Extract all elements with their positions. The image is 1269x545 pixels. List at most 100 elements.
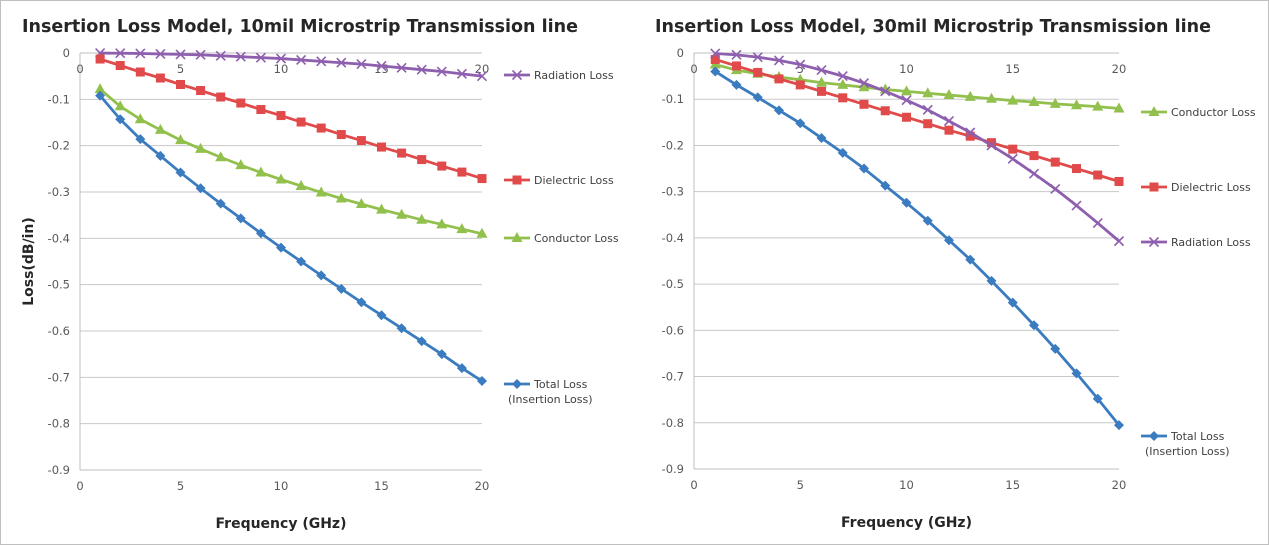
data-point (1007, 153, 1018, 164)
y-tick-label: -0.5 (48, 278, 70, 292)
data-point (216, 92, 226, 102)
data-point (215, 50, 226, 61)
data-point (356, 136, 366, 146)
x-tick-label: 5 (797, 478, 804, 492)
data-point (175, 49, 186, 60)
data-point (752, 92, 763, 103)
data-point (355, 198, 367, 209)
data-point (295, 179, 307, 190)
data-point (880, 106, 890, 116)
data-point (922, 87, 934, 98)
legend-label: Radiation Loss (1171, 236, 1251, 249)
y-tick-label: -0.6 (662, 323, 684, 337)
y-tick-label: -0.4 (662, 231, 684, 245)
y-tick-label: -0.7 (662, 370, 684, 384)
data-point (1071, 200, 1082, 211)
x-tick-label: 15 (374, 479, 389, 493)
data-point (376, 60, 387, 72)
data-point (710, 66, 721, 77)
series-dielectric-loss (95, 54, 487, 184)
data-point (335, 192, 347, 203)
legend-marker (512, 175, 522, 185)
chart-2: Insertion Loss Model, 30mil Microstrip T… (655, 17, 1256, 531)
legend-marker (1149, 182, 1159, 192)
y-axis-title: Loss(dB/in) (21, 217, 37, 306)
data-point (965, 131, 975, 141)
data-point (986, 140, 997, 151)
data-point (115, 61, 125, 71)
data-point (1029, 151, 1039, 161)
data-point (1049, 97, 1061, 108)
data-point (176, 80, 185, 90)
data-point (1071, 99, 1082, 110)
data-point (1113, 236, 1125, 247)
data-point (416, 213, 428, 224)
y-tick-label: -0.8 (48, 417, 70, 431)
data-point (256, 105, 266, 115)
data-point (296, 117, 306, 127)
y-tick-label: -0.8 (662, 416, 684, 430)
data-point (416, 64, 427, 75)
data-point (943, 89, 955, 100)
data-point (837, 78, 849, 89)
x-tick-label-top: 0 (690, 62, 697, 76)
data-point (396, 323, 407, 334)
data-point (95, 90, 106, 101)
data-point (922, 215, 933, 226)
data-point (965, 254, 976, 265)
data-point (416, 336, 427, 347)
data-point (902, 112, 911, 122)
data-point (944, 235, 954, 246)
data-point (880, 86, 891, 97)
y-tick-label: -0.3 (48, 185, 70, 199)
data-point (1092, 218, 1103, 229)
data-point (377, 142, 386, 152)
data-point (795, 80, 805, 90)
legend-total-loss: Total Loss (Insertion Loss) (504, 378, 593, 406)
data-point (1050, 343, 1061, 354)
y-tick-label: -0.3 (662, 185, 684, 199)
y-tick-label: 0 (677, 46, 684, 60)
data-point (115, 114, 126, 125)
legend-radiation-loss: Radiation Loss (1141, 236, 1251, 249)
data-point (275, 53, 287, 64)
x-tick-label-top: 20 (1112, 62, 1127, 76)
data-point (336, 130, 346, 140)
x-tick-label: 0 (76, 479, 83, 493)
data-point (296, 256, 307, 267)
data-point (155, 150, 166, 161)
data-point (436, 218, 448, 229)
data-point (235, 159, 247, 170)
data-point (1092, 100, 1104, 111)
data-point (837, 147, 848, 158)
legend-label: Conductor Loss (534, 232, 619, 245)
data-point (336, 57, 347, 68)
data-point (215, 198, 226, 209)
data-point (457, 167, 467, 177)
y-tick-label: -0.7 (48, 370, 70, 384)
legend-label: Total Loss (533, 378, 588, 391)
y-tick-label: -0.9 (662, 462, 684, 476)
data-point (987, 138, 996, 148)
data-point (837, 71, 848, 82)
series-radiation-loss (710, 48, 1125, 247)
data-point (276, 111, 286, 121)
data-point (135, 48, 146, 59)
data-point (135, 134, 146, 145)
data-point (817, 86, 826, 96)
data-point (710, 54, 720, 64)
legend-marker (511, 232, 523, 242)
data-point (95, 54, 105, 64)
data-point (1008, 144, 1018, 154)
data-point (195, 183, 206, 194)
data-point (965, 127, 976, 138)
data-point (215, 151, 227, 162)
series-line (714, 70, 1121, 426)
data-point (417, 155, 427, 165)
x-tick-label-top: 10 (274, 62, 289, 76)
data-point (773, 55, 785, 66)
data-point (397, 148, 407, 158)
x-axis-title: Frequency (GHz) (841, 515, 972, 531)
legend-conductor-loss: Conductor Loss (1141, 106, 1256, 119)
